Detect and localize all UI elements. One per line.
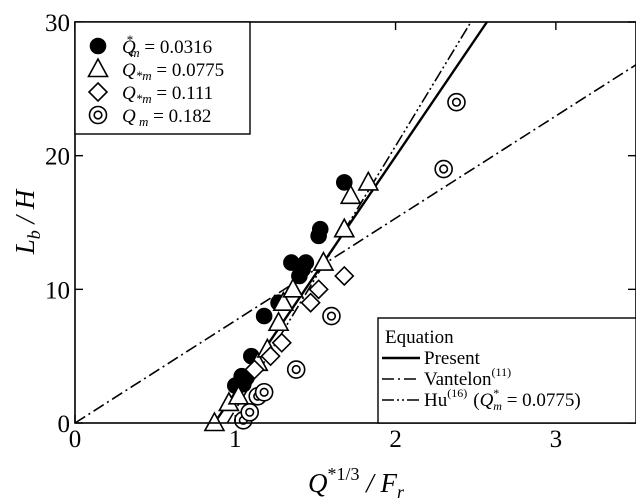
data-point-open-double-circle	[254, 382, 274, 402]
equation-legend-paren-sub: m	[493, 399, 502, 413]
legend-label-sup: *	[127, 32, 134, 47]
y-tick-label: 30	[45, 10, 70, 37]
data-point-open-triangle	[267, 311, 290, 332]
legend-symbol-open-triangle	[87, 57, 109, 78]
y-axis-title-main: L	[10, 239, 40, 255]
equation-legend-label: Vantelon(11)	[424, 365, 511, 390]
legend-label-value: = 0.0775	[152, 60, 224, 81]
legend-label-sub: m	[130, 45, 139, 60]
equation-legend-label: Present	[424, 348, 481, 369]
x-tick-label: 2	[389, 426, 402, 453]
legend-label-symbol: Q	[122, 106, 136, 127]
equation-legend-paren-sup: *	[493, 386, 499, 400]
data-point-open-diamond	[300, 292, 321, 313]
data-point-open-double-circle	[322, 306, 341, 326]
legend-label: Q*m = 0.0775	[122, 60, 224, 83]
y-tick-label: 0	[58, 411, 71, 438]
legend-symbols	[87, 37, 109, 125]
legend-label-symbol: Q	[122, 37, 136, 58]
equation-legend-paren-open: (	[473, 390, 479, 411]
data-point-open-diamond	[308, 279, 329, 300]
data-point-open-double-circle	[286, 360, 306, 379]
x-tick-label: 0	[69, 426, 82, 453]
legend-label-value: = 0.111	[152, 83, 214, 104]
data-point-open-triangle	[272, 291, 295, 312]
data-point-open-triangle	[339, 184, 362, 205]
x-tick-label: 3	[550, 426, 563, 453]
y-axis-title: Lb / H	[10, 188, 44, 255]
legend-label: Q*m = 0.111	[122, 83, 213, 106]
data-point-open-diamond	[334, 265, 355, 287]
y-axis-title-rest: / H	[10, 188, 40, 230]
legend-label: Q* m = 0.0316	[122, 32, 212, 60]
data-point-filled-circle	[255, 307, 273, 325]
legend-label-sub: *m	[136, 91, 152, 106]
data-point-open-double-circle	[240, 403, 260, 422]
data-point-open-diamond	[244, 359, 265, 380]
legend-symbol-open-diamond	[87, 81, 109, 103]
equation-legend-paren-symbol: Q	[480, 390, 494, 411]
legend-label-value: = 0.0316	[140, 37, 212, 58]
x-axis-title-sub: r	[397, 482, 405, 502]
y-axis-title-sub: b	[24, 230, 44, 239]
data-point-open-diamond	[260, 346, 281, 367]
data-point-filled-circle	[297, 254, 315, 271]
equation-legend-label: Hu(16) (Q* m = 0.0775)	[424, 386, 581, 413]
y-tick-label: 20	[45, 144, 70, 171]
plot-area-frame	[74, 21, 636, 424]
data-point-open-triangle	[282, 277, 304, 298]
data-point-open-triangle	[357, 170, 380, 191]
equation-legend-label-sup: (11)	[492, 365, 512, 379]
legend-label-symbol: Q	[122, 83, 136, 104]
x-axis-title-main: Q	[308, 468, 328, 498]
legend-label-sub: *m	[136, 68, 152, 83]
data-point-open-double-circle	[434, 159, 453, 179]
x-axis-title-sup: *1/3	[327, 464, 359, 484]
legend-symbol-open-double-circle	[88, 105, 108, 125]
x-axis-title-mid: / F	[360, 468, 398, 498]
equation-legend-paren-value: = 0.0775)	[502, 390, 581, 411]
x-tick-label: 1	[229, 426, 242, 453]
data-point-open-triangle	[312, 250, 335, 271]
data-point-filled-circle	[335, 174, 353, 191]
fit-line-dash-dot	[74, 64, 636, 424]
equation-legend-box	[377, 317, 636, 424]
equation-legend-label-name: Hu	[424, 390, 448, 411]
data-point-open-triangle	[227, 384, 250, 405]
equation-legend-label-sup: (16)	[447, 386, 467, 400]
x-axis-title: Q*1/3 / Fr	[308, 464, 405, 502]
data-point-open-double-circle	[447, 92, 466, 112]
legend-symbol-filled-circle	[89, 37, 107, 55]
data-point-open-diamond	[271, 332, 292, 353]
legend-label-sub: m	[136, 114, 149, 129]
equation-legend-label-name: Vantelon	[424, 369, 492, 390]
data-point-open-triangle	[333, 217, 356, 238]
legend-label-value: = 0.182	[148, 106, 211, 127]
legend-label-symbol: Q	[122, 60, 136, 81]
data-point-filled-circle	[311, 220, 329, 238]
y-tick-label: 10	[45, 277, 70, 304]
legend-label: Q m = 0.182	[122, 106, 211, 129]
equation-legend-label-name: Present	[424, 348, 481, 369]
equation-legend-title: Equation	[385, 327, 454, 348]
equation-legend-lines	[382, 356, 420, 401]
data-points	[203, 92, 466, 432]
data-point-open-triangle	[203, 411, 226, 432]
